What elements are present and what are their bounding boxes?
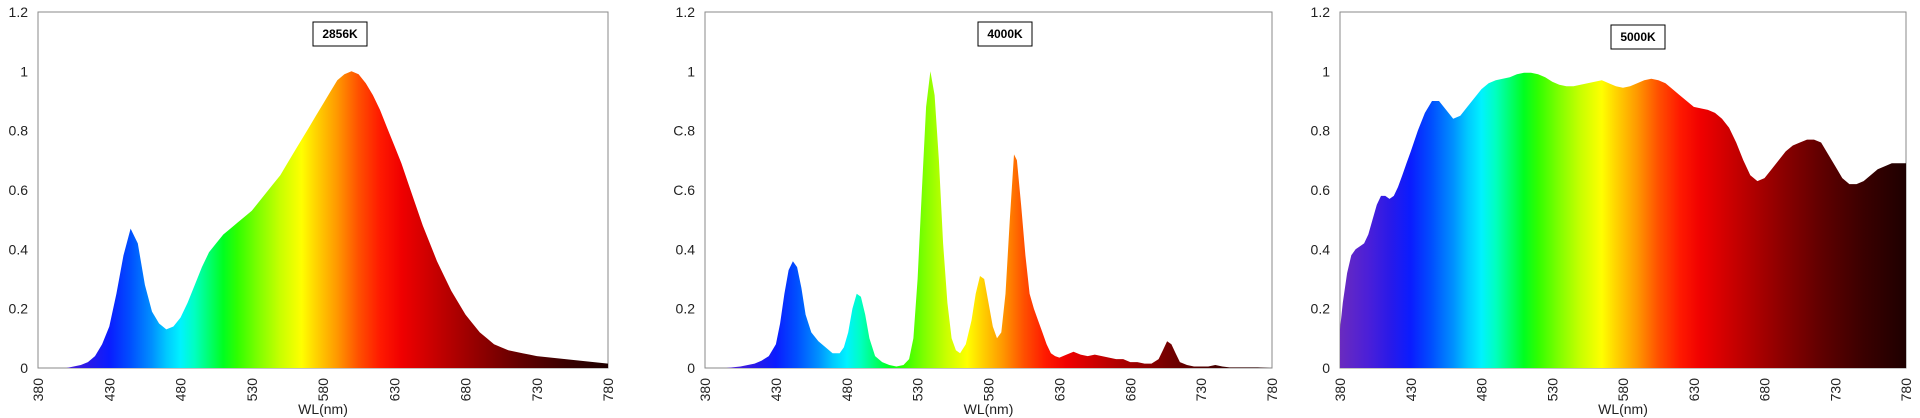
x-axis-ticks: 380 430 480 530 580 630 680 730 780 <box>697 378 1280 402</box>
x-axis-label: WL(nm) <box>964 401 1014 417</box>
chart-4000k: 4000K 0 0.2 0.4 C.6 C.8 1 1.2 380 430 48… <box>673 4 1280 417</box>
x-tick-label: 530 <box>910 378 926 402</box>
x-tick-label: 730 <box>1193 378 1209 402</box>
y-tick-label: 1.2 <box>1311 4 1331 20</box>
x-tick-label: 680 <box>1757 378 1773 402</box>
x-axis-ticks: 380 430 480 530 580 630 680 730 780 <box>1332 378 1914 402</box>
y-tick-label: 0 <box>687 360 695 376</box>
y-tick-label: 0 <box>20 360 28 376</box>
x-tick-label: 380 <box>1332 378 1348 402</box>
chart-title: 5000K <box>1620 30 1656 44</box>
y-tick-label: 0.2 <box>1311 301 1331 317</box>
y-axis-ticks: 0 0.2 0.4 0.6 0.8 1 1.2 <box>1311 4 1331 376</box>
x-tick-label: 430 <box>1403 378 1419 402</box>
y-axis-ticks: 0 0.2 0.4 C.6 C.8 1 1.2 <box>673 4 695 376</box>
y-tick-label: 1 <box>687 63 695 79</box>
x-tick-label: 580 <box>981 378 997 402</box>
y-tick-label: 0.8 <box>1311 123 1331 139</box>
spectrum-area <box>38 71 608 369</box>
y-tick-label: C.6 <box>673 182 695 198</box>
chart-title: 2856K <box>322 27 358 41</box>
x-axis-label: WL(nm) <box>298 401 348 417</box>
x-axis-label: WL(nm) <box>1598 401 1648 417</box>
y-tick-label: 0.4 <box>9 241 29 257</box>
chart-5000k: 5000K 0 0.2 0.4 0.6 0.8 1 1.2 380 430 48… <box>1311 4 1914 417</box>
y-tick-label: 0 <box>1322 360 1330 376</box>
x-tick-label: 530 <box>244 378 260 402</box>
x-tick-label: 780 <box>1264 378 1280 402</box>
title-box <box>977 21 1033 47</box>
x-tick-label: 630 <box>386 378 402 402</box>
y-axis-ticks: 0 0.2 0.4 0.6 0.8 1 1.2 <box>9 4 29 376</box>
y-tick-label: 1 <box>20 63 28 79</box>
x-tick-label: 580 <box>315 378 331 402</box>
x-tick-label: 480 <box>173 378 189 402</box>
x-tick-label: 430 <box>101 378 117 402</box>
y-tick-label: C.8 <box>673 123 695 139</box>
x-tick-label: 580 <box>1615 378 1631 402</box>
y-tick-label: 1 <box>1322 63 1330 79</box>
x-tick-label: 480 <box>839 378 855 402</box>
y-tick-label: 1.2 <box>676 4 696 20</box>
spectrum-area <box>1340 72 1906 369</box>
y-tick-label: 0.6 <box>9 182 29 198</box>
spectrum-area <box>705 71 1272 369</box>
x-tick-label: 380 <box>697 378 713 402</box>
y-tick-label: 0.4 <box>676 241 696 257</box>
chart-title: 4000K <box>987 27 1023 41</box>
x-tick-label: 730 <box>1827 378 1843 402</box>
y-tick-label: 0.2 <box>676 301 696 317</box>
x-tick-label: 680 <box>458 378 474 402</box>
y-tick-label: 1.2 <box>9 4 29 20</box>
x-tick-label: 630 <box>1051 378 1067 402</box>
x-tick-label: 530 <box>1544 378 1560 402</box>
chart-2856k: 2856K 0 0.2 0.4 0.6 0.8 1 1.2 380 430 48… <box>9 4 616 417</box>
x-axis-ticks: 380 430 480 530 580 630 680 730 780 <box>30 378 616 402</box>
x-tick-label: 380 <box>30 378 46 402</box>
x-tick-label: 730 <box>529 378 545 402</box>
y-tick-label: 0.8 <box>9 123 29 139</box>
y-tick-label: 0.6 <box>1311 182 1331 198</box>
x-tick-label: 680 <box>1122 378 1138 402</box>
x-tick-label: 780 <box>600 378 616 402</box>
title-box <box>312 21 368 47</box>
y-tick-label: 0.4 <box>1311 241 1331 257</box>
x-tick-label: 780 <box>1898 378 1914 402</box>
y-tick-label: 0.2 <box>9 301 29 317</box>
title-box <box>1610 24 1666 50</box>
x-tick-label: 630 <box>1686 378 1702 402</box>
x-tick-label: 480 <box>1474 378 1490 402</box>
x-tick-label: 430 <box>768 378 784 402</box>
